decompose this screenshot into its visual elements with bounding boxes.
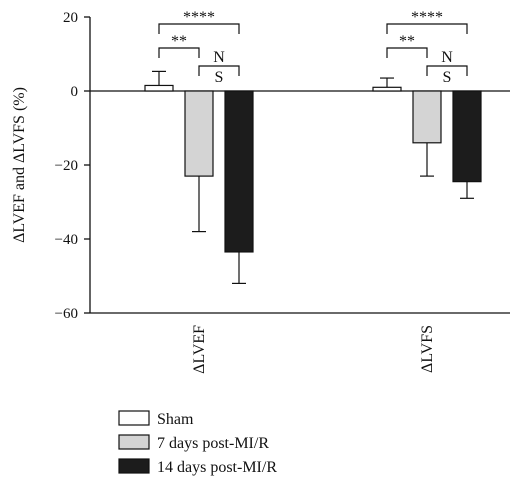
legend-swatch [118,410,150,426]
significance-bracket [158,47,200,58]
significance-bracket [426,65,468,76]
significance-label: S [443,69,452,86]
significance-label: **** [411,9,443,26]
significance-brackets: ******NS******NS [158,9,468,86]
y-axis-ticks: 20 0 −20 −40 −60 [55,10,90,322]
y-tick-label: −60 [55,306,78,322]
y-tick-label: −40 [55,232,78,248]
legend-label: 14 days post-MI/R [157,459,277,476]
category-labels: ΔLVEF ΔLVFS [191,325,436,374]
significance-bracket [198,65,240,76]
y-tick-label: −20 [55,158,78,174]
legend-label: Sham [157,411,194,428]
bar [372,86,402,92]
significance-label: ** [399,33,415,50]
significance-bracket [158,23,240,34]
y-tick-label: 0 [71,84,79,100]
category-label: ΔLVFS [419,325,436,373]
y-tick-label: 20 [63,10,78,26]
bars [144,70,482,284]
significance-label: N [213,49,225,66]
significance-label: S [215,69,224,86]
significance-label: ** [171,33,187,50]
significance-label: **** [183,9,215,26]
y-axis-title: ΔLVEF and ΔLVFS (%) [11,87,28,243]
legend-label: 7 days post-MI/R [157,435,269,452]
significance-bracket [386,47,428,58]
significance-label: N [441,49,453,66]
bar [412,90,442,144]
legend-swatch [118,458,150,474]
category-label: ΔLVEF [191,325,208,374]
bar [452,90,482,183]
bar [184,90,214,177]
bar [144,84,174,92]
legend: Sham 7 days post-MI/R 14 days post-MI/R [118,410,277,476]
bar [224,90,254,253]
significance-bracket [386,23,468,34]
legend-swatch [118,434,150,450]
